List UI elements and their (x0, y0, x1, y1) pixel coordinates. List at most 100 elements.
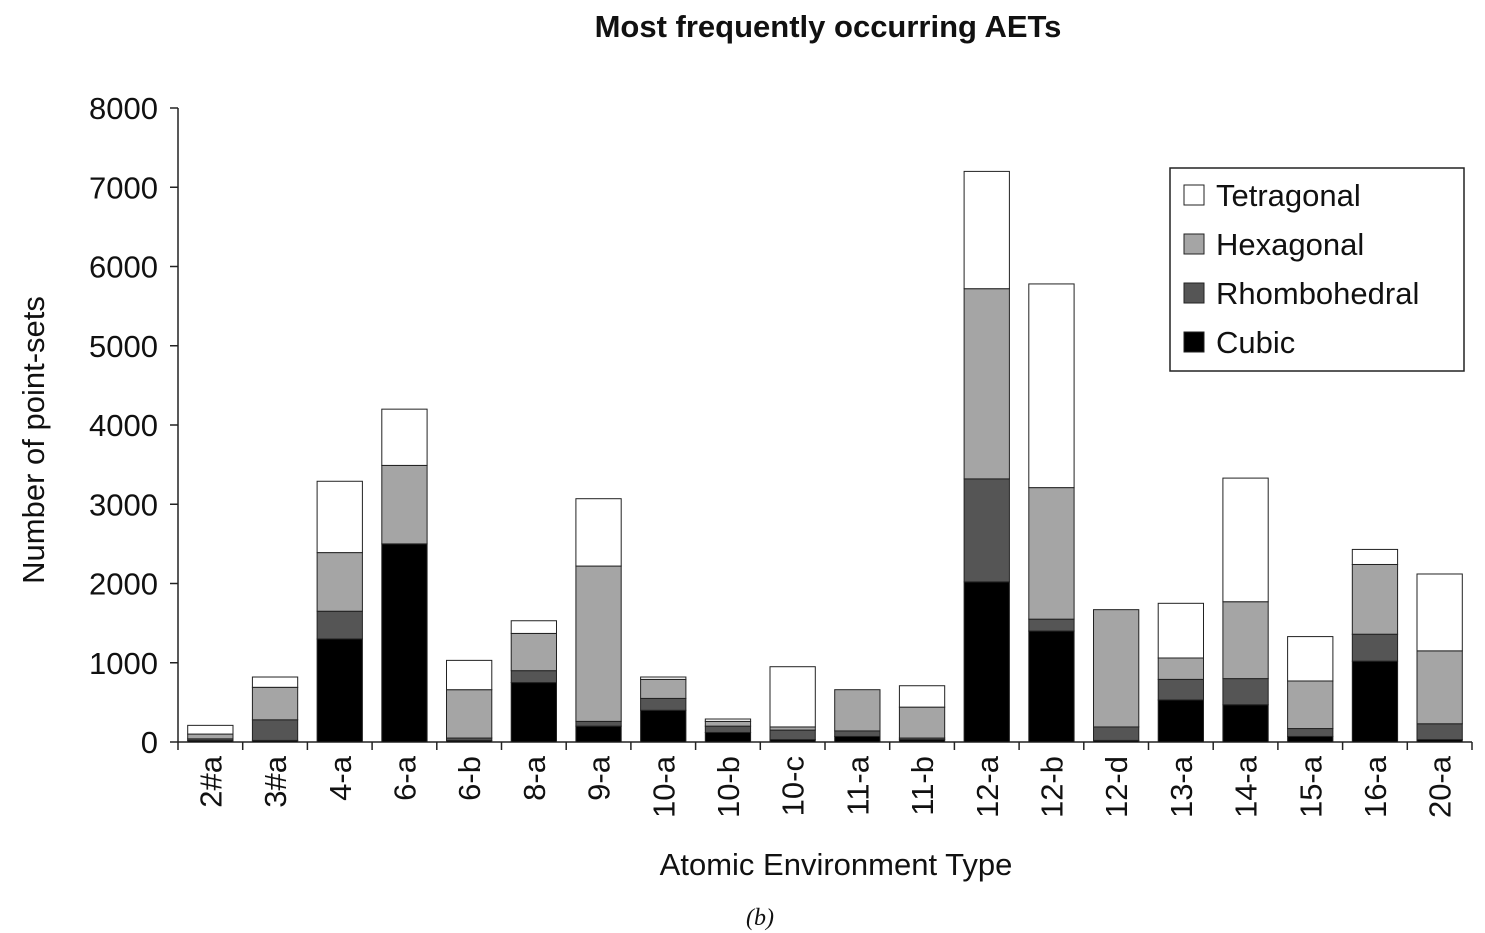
bar-hexagonal-2#a (187, 733, 234, 740)
x-tick-label: 8-a (517, 755, 552, 801)
bar-stack-11-a (834, 689, 881, 743)
figure-caption: (b) (746, 905, 774, 931)
x-tick-label: 3#a (258, 755, 293, 807)
y-tick-label: 7000 (89, 170, 158, 205)
bar-stack-15-a (1287, 636, 1334, 743)
x-tick-label: 10-a (646, 755, 681, 818)
legend-swatch (1183, 184, 1205, 206)
bar-hexagonal-12-a (963, 288, 1010, 480)
bar-stack-6-b (446, 659, 493, 743)
bar-tetragonal-13-a (1157, 602, 1204, 659)
bar-hexagonal-11-a (834, 689, 881, 732)
bar-tetragonal-10-a (640, 676, 687, 680)
legend-label: Tetragonal (1216, 178, 1361, 213)
bar-rhombohedral-9-a (575, 720, 622, 727)
bar-rhombohedral-14-a (1222, 678, 1269, 706)
bar-rhombohedral-16-a (1351, 633, 1399, 662)
legend-label: Rhombohedral (1216, 276, 1419, 311)
bar-hexagonal-13-a (1157, 657, 1204, 680)
bar-hexagonal-12-d (1093, 609, 1140, 728)
bar-tetragonal-20-a (1416, 573, 1463, 652)
bar-stack-8-a (510, 620, 557, 743)
bar-tetragonal-10-c (769, 666, 816, 728)
x-axis-label: Atomic Environment Type (660, 847, 1013, 882)
bar-stack-12-a (963, 170, 1010, 743)
legend: Tetragonal Hexagonal Rhombohedral Cubic (1169, 167, 1465, 372)
bar-cubic-9-a (575, 725, 622, 743)
y-tick-label: 4000 (89, 408, 158, 443)
x-tick-label: 4-a (323, 755, 358, 801)
legend-swatch (1183, 331, 1205, 353)
bar-rhombohedral-8-a (510, 670, 557, 684)
axes: 0 1000 2000 3000 4000 5000 6000 7000 8000 2#a 3#a 4… (89, 91, 1473, 818)
x-tick-label: 10-b (711, 756, 746, 818)
chart-title: Most frequently occurring AETs (595, 9, 1062, 44)
bar-cubic-12-b (1028, 630, 1075, 743)
bar-cubic-6-a (381, 543, 428, 743)
x-tick-label: 20-a (1423, 755, 1458, 818)
bar-tetragonal-11-b (898, 685, 946, 708)
bar-tetragonal-8-a (510, 620, 557, 634)
x-tick-label: 16-a (1358, 755, 1393, 818)
bar-tetragonal-4-a (316, 480, 363, 554)
x-tick-label: 12-a (970, 755, 1005, 818)
bar-tetragonal-3#a (251, 676, 299, 688)
bar-cubic-12-a (963, 581, 1010, 743)
x-tick-label: 6-b (452, 756, 487, 801)
bar-rhombohedral-11-a (834, 730, 881, 737)
bar-rhombohedral-10-a (640, 697, 687, 711)
x-tick-label: 11-a (840, 755, 875, 816)
bar-stack-11-b (898, 685, 946, 743)
bar-cubic-11-a (834, 735, 881, 743)
bar-stack-6-a (381, 408, 428, 743)
bar-cubic-14-a (1222, 704, 1269, 743)
bar-stack-12-d (1093, 609, 1140, 743)
bar-tetragonal-6-b (446, 659, 493, 691)
bar-hexagonal-16-a (1351, 563, 1399, 635)
legend-item-rhombohedral: Rhombohedral (1183, 276, 1419, 311)
x-tick-label: 13-a (1164, 755, 1199, 818)
bar-stack-10-a (640, 676, 687, 743)
legend-swatch (1183, 282, 1205, 304)
bar-tetragonal-16-a (1351, 548, 1399, 565)
legend-box (1169, 167, 1465, 372)
bar-cubic-16-a (1351, 660, 1399, 743)
bar-cubic-10-a (640, 709, 687, 743)
y-tick-label: 2000 (89, 567, 158, 602)
bar-tetragonal-14-a (1222, 477, 1269, 603)
bar-stack-16-a (1351, 548, 1399, 743)
bar-stack-20-a (1416, 573, 1463, 743)
bars (187, 170, 1463, 743)
bar-rhombohedral-20-a (1416, 723, 1463, 741)
bar-tetragonal-2#a (187, 724, 234, 735)
bar-stack-3#a (251, 676, 299, 743)
bar-hexagonal-8-a (510, 632, 557, 672)
bar-hexagonal-6-b (446, 689, 493, 739)
bar-hexagonal-3#a (251, 686, 299, 721)
bar-hexagonal-20-a (1416, 650, 1463, 725)
x-tick-label: 12-b (1034, 756, 1069, 818)
bar-cubic-15-a (1287, 735, 1334, 743)
x-tick-label: 9-a (582, 755, 617, 801)
bar-stack-4-a (316, 480, 363, 743)
bar-rhombohedral-12-d (1093, 726, 1140, 741)
bar-rhombohedral-12-b (1028, 618, 1075, 632)
bar-tetragonal-9-a (575, 498, 622, 567)
bar-rhombohedral-12-a (963, 478, 1010, 583)
legend-label: Hexagonal (1216, 227, 1364, 262)
bar-rhombohedral-15-a (1287, 728, 1334, 737)
bar-tetragonal-15-a (1287, 636, 1334, 682)
x-tick-label: 2#a (193, 755, 228, 807)
bar-rhombohedral-3#a (251, 719, 299, 741)
y-tick-label: 5000 (89, 329, 158, 364)
bar-tetragonal-12-a (963, 170, 1010, 290)
y-tick-label: 8000 (89, 91, 158, 126)
bar-hexagonal-11-b (898, 706, 946, 739)
legend-item-cubic: Cubic (1183, 325, 1295, 360)
x-tick-label: 6-a (387, 755, 422, 801)
bar-hexagonal-9-a (575, 565, 622, 722)
bar-hexagonal-4-a (316, 552, 363, 612)
bar-hexagonal-6-a (381, 464, 428, 545)
bar-hexagonal-15-a (1287, 680, 1334, 730)
